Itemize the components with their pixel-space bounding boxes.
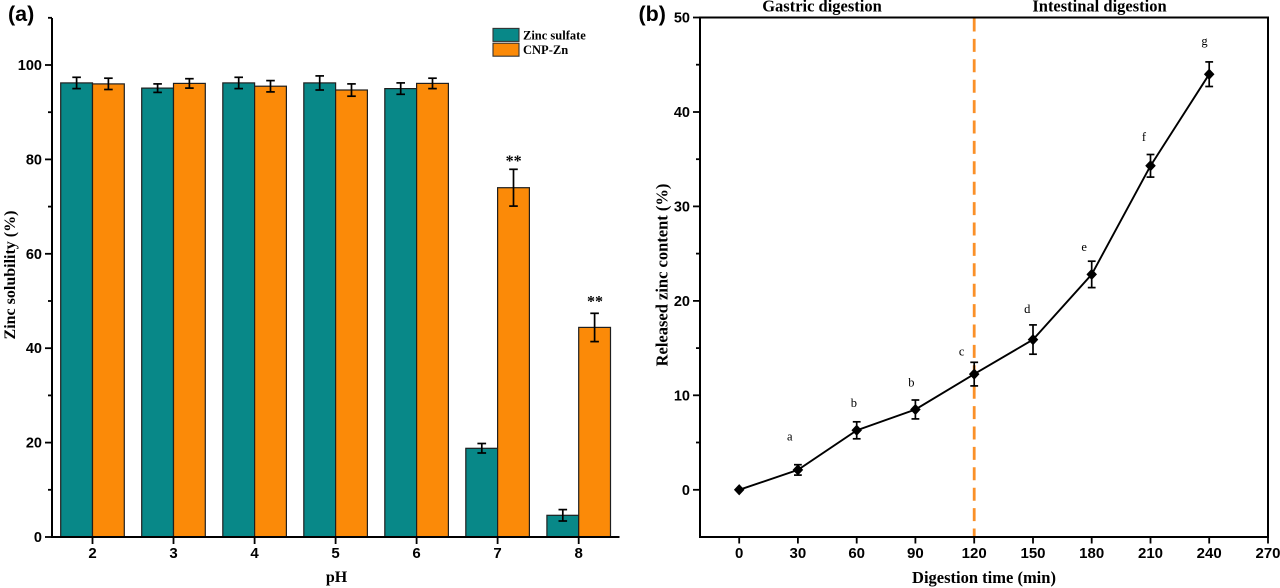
svg-text:b: b — [908, 376, 914, 390]
svg-text:210: 210 — [1138, 545, 1163, 562]
svg-text:240: 240 — [1197, 545, 1222, 562]
svg-text:0: 0 — [682, 483, 690, 499]
svg-text:0: 0 — [735, 545, 743, 562]
svg-text:4: 4 — [250, 545, 259, 562]
svg-text:Digestion time (min): Digestion time (min) — [912, 568, 1056, 587]
svg-text:90: 90 — [907, 545, 924, 562]
svg-text:(b): (b) — [639, 2, 666, 26]
svg-text:d: d — [1024, 302, 1031, 316]
svg-text:**: ** — [587, 294, 603, 311]
svg-text:5: 5 — [331, 545, 339, 562]
svg-text:Released zinc content (%): Released zinc content (%) — [653, 184, 672, 367]
svg-text:3: 3 — [169, 545, 177, 562]
svg-text:g: g — [1201, 34, 1208, 48]
svg-text:2: 2 — [88, 545, 96, 562]
svg-text:c: c — [959, 344, 965, 358]
svg-text:**: ** — [506, 153, 522, 170]
svg-text:150: 150 — [1020, 545, 1045, 562]
svg-text:20: 20 — [26, 436, 42, 452]
svg-text:8: 8 — [575, 545, 583, 562]
svg-text:Zinc sulfate: Zinc sulfate — [523, 28, 586, 42]
svg-text:CNP-Zn: CNP-Zn — [523, 43, 568, 57]
svg-text:e: e — [1081, 240, 1087, 254]
svg-text:10: 10 — [674, 388, 690, 404]
svg-text:pH: pH — [326, 569, 348, 586]
svg-text:270: 270 — [1255, 545, 1280, 562]
svg-text:6: 6 — [412, 545, 420, 562]
svg-text:30: 30 — [790, 545, 807, 562]
svg-text:60: 60 — [26, 247, 42, 263]
svg-text:Gastric digestion: Gastric digestion — [762, 0, 882, 16]
svg-text:(a): (a) — [8, 2, 34, 26]
svg-text:b: b — [851, 396, 857, 410]
svg-text:f: f — [1142, 130, 1147, 144]
svg-text:Zinc solubility (%): Zinc solubility (%) — [2, 211, 19, 340]
svg-text:100: 100 — [18, 58, 42, 74]
svg-text:a: a — [787, 430, 793, 444]
svg-text:Intestinal digestion: Intestinal digestion — [1032, 0, 1166, 16]
svg-text:20: 20 — [674, 294, 690, 310]
svg-text:7: 7 — [493, 545, 501, 562]
svg-text:50: 50 — [674, 11, 690, 27]
svg-text:60: 60 — [848, 545, 865, 562]
svg-text:80: 80 — [26, 152, 42, 168]
svg-text:0: 0 — [34, 530, 42, 546]
svg-text:40: 40 — [26, 341, 42, 357]
svg-text:40: 40 — [674, 105, 690, 121]
svg-text:120: 120 — [962, 545, 987, 562]
svg-text:180: 180 — [1079, 545, 1104, 562]
svg-text:30: 30 — [674, 199, 690, 215]
